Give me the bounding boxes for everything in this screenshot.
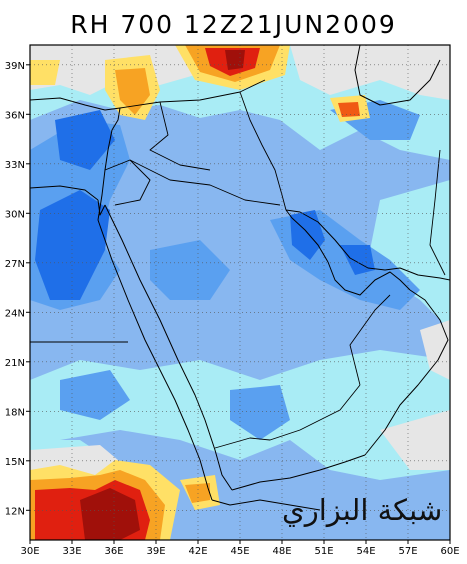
coast-turkey-south: [30, 97, 121, 131]
lat-ticks: 39N 36N 33N 30N 27N 24N 21N 18N 15N 12N: [5, 61, 30, 517]
borders: [30, 79, 446, 449]
coast-oman: [364, 289, 449, 456]
coast-gulf-south: [327, 261, 411, 296]
field-darkblue-gulf: [290, 210, 325, 260]
lon-tick-label: 42E: [188, 546, 207, 557]
lon-tick-label: 33E: [62, 546, 81, 557]
graticule: [30, 45, 450, 540]
field-cyan-east: [370, 180, 450, 330]
border-syria-iraq: [149, 101, 211, 171]
lat-tick-label: 39N: [5, 61, 25, 72]
coast-red-sea-east: [104, 204, 233, 491]
field-darkred-n2: [225, 50, 245, 70]
coast-sinai: [97, 199, 106, 216]
field-orange-n1: [115, 68, 150, 115]
coast-caspian: [354, 45, 441, 106]
map-title: RH 700 12Z21JUN2009: [70, 10, 397, 39]
coast-red-sea-west: [97, 219, 213, 501]
lat-tick-label: 27N: [5, 259, 25, 270]
field-darkblue-levant: [35, 190, 110, 300]
lat-tick-label: 12N: [5, 506, 25, 517]
lon-tick-label: 45E: [230, 546, 249, 557]
lat-tick-label: 21N: [5, 358, 25, 369]
field-yellow-w: [30, 60, 60, 85]
border-iran-east: [429, 149, 446, 276]
border-iraq-iran: [239, 91, 287, 211]
border-saudi-iraq: [129, 159, 281, 206]
lat-tick-label: 18N: [5, 407, 25, 418]
field-gray-ne: [290, 45, 450, 100]
field-blue-central: [150, 240, 230, 300]
coastlines: [30, 45, 450, 511]
border-jordan: [104, 159, 151, 206]
lat-tick-label: 15N: [5, 457, 25, 468]
lon-tick-label: 36E: [104, 546, 123, 557]
lat-tick-label: 24N: [5, 308, 25, 319]
lon-tick-label: 51E: [314, 546, 333, 557]
field-darkred-sw: [80, 488, 140, 540]
field-gray-se: [380, 410, 450, 470]
lat-tick-label: 30N: [5, 209, 25, 220]
lon-tick-label: 30E: [20, 546, 39, 557]
lon-tick-label: 60E: [440, 546, 459, 557]
lon-tick-label: 39E: [146, 546, 165, 557]
lon-ticks: 30E 33E 36E 39E 42E 45E 48E 51E 54E 57E 60E: [20, 540, 460, 557]
lat-tick-label: 36N: [5, 110, 25, 121]
coast-yemen-south: [231, 454, 366, 491]
field-orange-s2: [185, 483, 210, 503]
border-turkey: [119, 79, 266, 109]
coast-gulf-aden-south: [211, 499, 321, 511]
watermark-text: شبكة البزاري: [282, 493, 443, 527]
field-darkblue-north: [55, 110, 115, 170]
field-blue-south: [230, 385, 290, 440]
lon-tick-label: 48E: [272, 546, 291, 557]
coast-gulf-west: [285, 209, 329, 263]
coast-gulf-north: [285, 209, 450, 281]
field-gray-e: [420, 320, 450, 380]
border-saudi-yemen: [214, 384, 361, 449]
border-saudi-oman: [349, 294, 391, 386]
coast-egypt-north: [30, 185, 99, 201]
field-red-ne: [338, 102, 360, 117]
lat-tick-label: 33N: [5, 160, 25, 171]
lon-tick-label: 57E: [398, 546, 417, 557]
field-blue-sw2: [60, 370, 130, 420]
lon-tick-label: 54E: [356, 546, 375, 557]
